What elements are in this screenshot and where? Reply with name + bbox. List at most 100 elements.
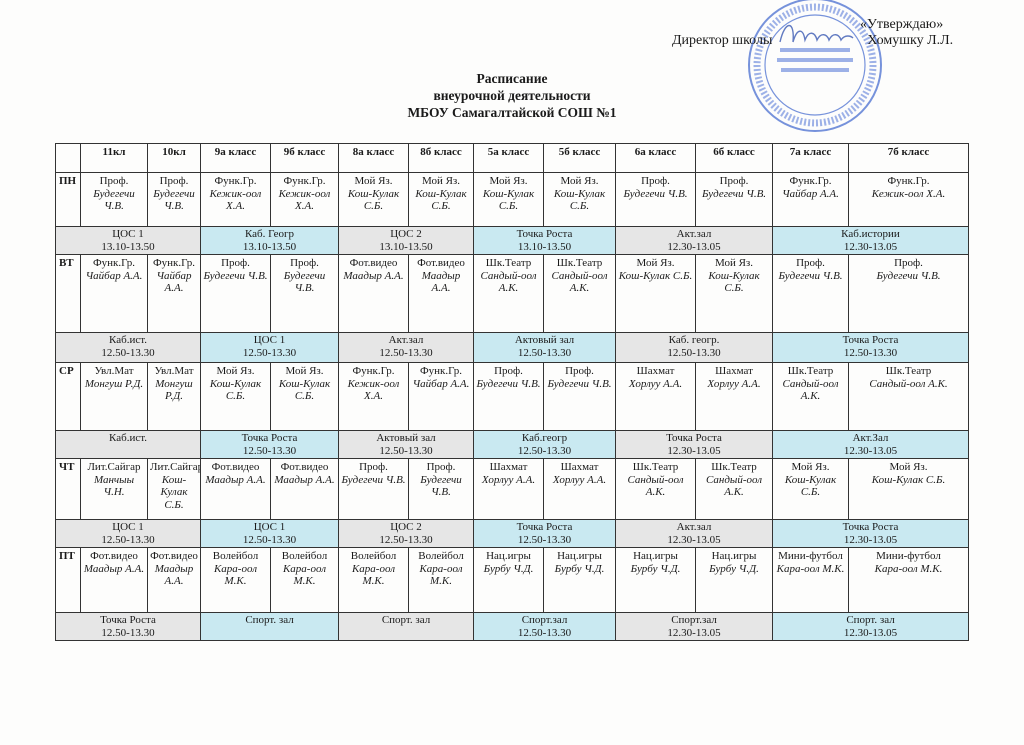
lesson-teacher: Кара-оол М.К. <box>874 562 943 575</box>
lesson-cell: Фот.видео Маадыр А.А. <box>270 458 339 520</box>
lesson-cell: Проф. Будегечи Ч.В. <box>338 458 409 520</box>
lesson-teacher: Маадыр А.А. <box>83 562 145 575</box>
lesson-teacher: Бурбу Ч.Д. <box>630 562 681 575</box>
lesson-teacher: Кежик-оол Х.А. <box>278 187 331 213</box>
lesson-subject: Нац.игры <box>633 550 678 562</box>
room-time: 12.30-13.05 <box>667 240 721 253</box>
lesson-teacher: Чайбар А.А. <box>85 269 143 282</box>
lesson-cell: Нац.игры Бурбу Ч.Д. <box>615 547 696 613</box>
lesson-cell: Шк.Театр Сандый-оол А.К. <box>543 254 616 333</box>
room-place: ЦОС 2 <box>390 228 422 240</box>
lesson-teacher: Будегечи Ч.В. <box>547 377 612 390</box>
lesson-teacher: Кежик-оол Х.А. <box>347 377 400 403</box>
school-stamp <box>748 0 882 132</box>
room-time: 12.50-13.30 <box>242 444 297 457</box>
room-time: 12.50-13.30 <box>242 346 297 359</box>
lesson-cell: Функ.Гр. Чайбар А.А. <box>80 254 148 333</box>
lesson-subject: Шк.Театр <box>787 365 834 377</box>
room-cell: Точка Роста 12.50-13.30 <box>200 430 339 459</box>
room-place: Акт.Зал <box>852 432 889 444</box>
room-time: 12.30-13.05 <box>667 626 721 639</box>
lesson-subject: Шахмат <box>715 365 753 377</box>
room-time: 12.50-13.30 <box>101 533 155 546</box>
director-name: Хомушку Л.Л. <box>867 33 954 48</box>
room-place: Каб. Геогр <box>244 228 295 240</box>
day-label: ПН <box>55 172 81 227</box>
room-place: ЦОС 1 <box>253 521 286 533</box>
lesson-cell: Мой Яз. Кош-Кулак С.Б. <box>408 172 474 227</box>
lesson-teacher: Чайбар А.А. <box>782 187 839 200</box>
room-row: ЦОС 1 13.10-13.50 Каб. Геогр 13.10-13.50 ЦОС… <box>55 226 969 255</box>
lesson-teacher: Хорлуу А.А. <box>707 377 761 390</box>
schedule-table: 11кл 10кл 9а класс 9б класс 8а класс 8б класс… <box>55 143 969 641</box>
lesson-teacher: Бурбу Ч.Д. <box>709 562 759 575</box>
room-cell: Акт.Зал 12.30-13.05 <box>772 430 969 459</box>
day-row: ПТ Фот.видео Маадыр А.А. Фот.видео Маадыр А.… <box>55 547 969 613</box>
lesson-cell: Мини-футбол Кара-оол М.К. <box>772 547 849 613</box>
lesson-subject: Проф. <box>894 257 923 269</box>
lesson-subject: Нац.игры <box>711 550 757 562</box>
room-cell: Спорт. зал <box>338 612 474 641</box>
room-place: Точка Роста <box>100 614 156 626</box>
day-header <box>55 143 81 173</box>
lesson-subject: Фот.видео <box>90 550 138 562</box>
lesson-subject: Проф. <box>494 365 523 377</box>
lesson-teacher: Будегечи Ч.В. <box>93 187 135 213</box>
room-cell: Каб.ист. 12.50-13.30 <box>55 332 201 363</box>
room-cell: Точка Роста 12.30-13.05 <box>615 430 773 459</box>
lesson-subject: Мой Яз. <box>791 461 830 473</box>
lesson-teacher: Будегечи Ч.В. <box>701 187 767 200</box>
lesson-cell: Увл.Мат Монгуш Р.Д. <box>80 362 148 431</box>
lesson-teacher: Будегечи Ч.В. <box>876 269 941 282</box>
room-time: 13.10-13.50 <box>517 240 572 253</box>
room-cell: Точка Роста 12.50-13.30 <box>55 612 201 641</box>
room-place: Точка Роста <box>241 432 298 444</box>
lesson-teacher: Кош-Кулак С.Б. <box>482 187 535 213</box>
room-cell: ЦОС 1 12.50-13.30 <box>55 519 201 548</box>
lesson-cell: Проф. Будегечи Ч.В. <box>200 254 271 333</box>
room-cell: Точка Роста 12.50-13.30 <box>473 519 616 548</box>
lesson-teacher: Будегечи Ч.В. <box>623 187 688 200</box>
lesson-teacher: Будегечи Ч.В. <box>153 187 195 213</box>
lesson-subject: Проф. <box>99 175 129 187</box>
room-place: Каб.ист. <box>109 334 147 346</box>
director-label: Директор школы <box>672 33 773 48</box>
room-cell: ЦОС 1 12.50-13.30 <box>200 519 339 548</box>
lesson-subject: Мой Яз. <box>285 365 324 377</box>
lesson-subject: Нац.игры <box>486 550 531 562</box>
lesson-subject: Функ.Гр. <box>283 175 326 187</box>
room-cell: Точка Роста 13.10-13.50 <box>473 226 616 255</box>
column-header: 7а класс <box>772 143 849 173</box>
column-header: 6а класс <box>615 143 696 173</box>
lesson-subject: Мини-футбол <box>876 550 941 562</box>
room-time: 12.50-13.30 <box>101 626 155 639</box>
room-time: 12.50-13.30 <box>667 346 721 359</box>
room-cell: Актовый зал 12.50-13.30 <box>338 430 474 459</box>
room-time: 12.50-13.30 <box>379 346 433 359</box>
room-place: Актовый зал <box>376 432 436 444</box>
lesson-teacher: Будегечи Ч.В. <box>476 377 541 390</box>
lesson-teacher: Бурбу Ч.Д. <box>554 562 605 575</box>
lesson-cell: Волейбол Кара-оол М.К. <box>270 547 339 613</box>
lesson-subject: Проф. <box>796 257 825 269</box>
lesson-subject: Шк.Театр <box>711 461 757 473</box>
lesson-cell: Шахмат Хорлуу А.А. <box>543 458 616 520</box>
room-place: Каб.истории <box>841 228 900 240</box>
column-header: 9б класс <box>270 143 339 173</box>
lesson-subject: Функ.Гр. <box>214 175 257 187</box>
day-label: ВТ <box>55 254 81 333</box>
lesson-teacher: Кош-Кулак С.Б. <box>160 473 188 511</box>
lesson-teacher: Монгуш Р.Д. <box>84 377 144 390</box>
room-place: Точка Роста <box>516 228 573 240</box>
room-cell: ЦОС 2 13.10-13.50 <box>338 226 474 255</box>
lesson-teacher: Сандый-оол А.К. <box>551 269 608 295</box>
lesson-cell: Шк.Театр Сандый-оол А.К. <box>695 458 773 520</box>
day-row: СР Увл.Мат Монгуш Р.Д. Увл.Мат Монгуш Р.Д. Мо… <box>55 362 969 431</box>
room-place: Точка Роста <box>842 521 899 533</box>
lesson-subject: Функ.Гр. <box>92 257 136 269</box>
lesson-subject: Проф. <box>641 175 670 187</box>
lesson-teacher: Будегечи Ч.В. <box>778 269 843 282</box>
room-row: ЦОС 1 12.50-13.30 ЦОС 1 12.50-13.30 ЦОС 2 12.… <box>55 519 969 548</box>
lesson-teacher: Маадыр А.А. <box>421 269 461 295</box>
lesson-subject: Мини-футбол <box>778 550 843 562</box>
